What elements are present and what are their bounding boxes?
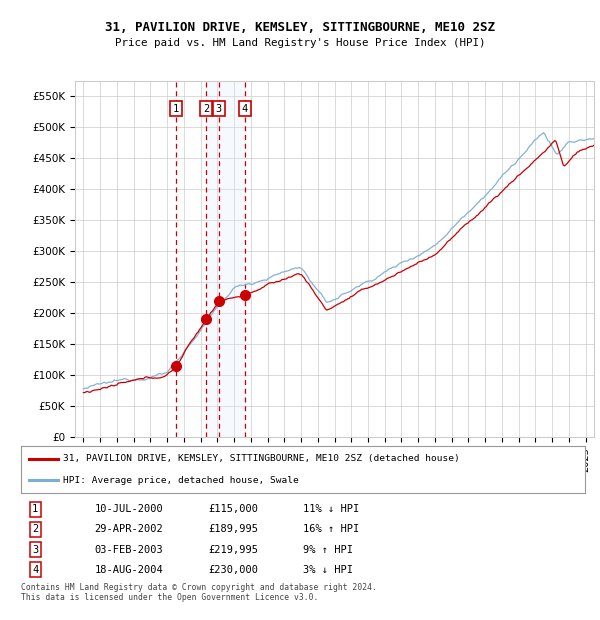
- Text: 3: 3: [32, 544, 38, 554]
- Text: 9% ↑ HPI: 9% ↑ HPI: [303, 544, 353, 554]
- Text: 3% ↓ HPI: 3% ↓ HPI: [303, 565, 353, 575]
- Text: 1: 1: [173, 104, 179, 113]
- Text: Price paid vs. HM Land Registry's House Price Index (HPI): Price paid vs. HM Land Registry's House …: [115, 38, 485, 48]
- Text: £230,000: £230,000: [208, 565, 258, 575]
- Text: 11% ↓ HPI: 11% ↓ HPI: [303, 505, 359, 515]
- Text: 31, PAVILION DRIVE, KEMSLEY, SITTINGBOURNE, ME10 2SZ: 31, PAVILION DRIVE, KEMSLEY, SITTINGBOUR…: [105, 22, 495, 34]
- Text: 3: 3: [215, 104, 222, 113]
- Text: £189,995: £189,995: [208, 525, 258, 534]
- Text: 4: 4: [241, 104, 248, 113]
- Text: £115,000: £115,000: [208, 505, 258, 515]
- Text: 10-JUL-2000: 10-JUL-2000: [94, 505, 163, 515]
- Text: 1: 1: [32, 505, 38, 515]
- Text: 18-AUG-2004: 18-AUG-2004: [94, 565, 163, 575]
- Text: 4: 4: [32, 565, 38, 575]
- Text: 29-APR-2002: 29-APR-2002: [94, 525, 163, 534]
- Text: 31, PAVILION DRIVE, KEMSLEY, SITTINGBOURNE, ME10 2SZ (detached house): 31, PAVILION DRIVE, KEMSLEY, SITTINGBOUR…: [64, 454, 460, 464]
- Text: 16% ↑ HPI: 16% ↑ HPI: [303, 525, 359, 534]
- Text: 03-FEB-2003: 03-FEB-2003: [94, 544, 163, 554]
- Bar: [206, 81, 245, 437]
- Text: £219,995: £219,995: [208, 544, 258, 554]
- Text: HPI: Average price, detached house, Swale: HPI: Average price, detached house, Swal…: [64, 476, 299, 485]
- Text: Contains HM Land Registry data © Crown copyright and database right 2024.
This d: Contains HM Land Registry data © Crown c…: [21, 583, 377, 602]
- Text: 2: 2: [32, 525, 38, 534]
- Text: 2: 2: [203, 104, 209, 113]
